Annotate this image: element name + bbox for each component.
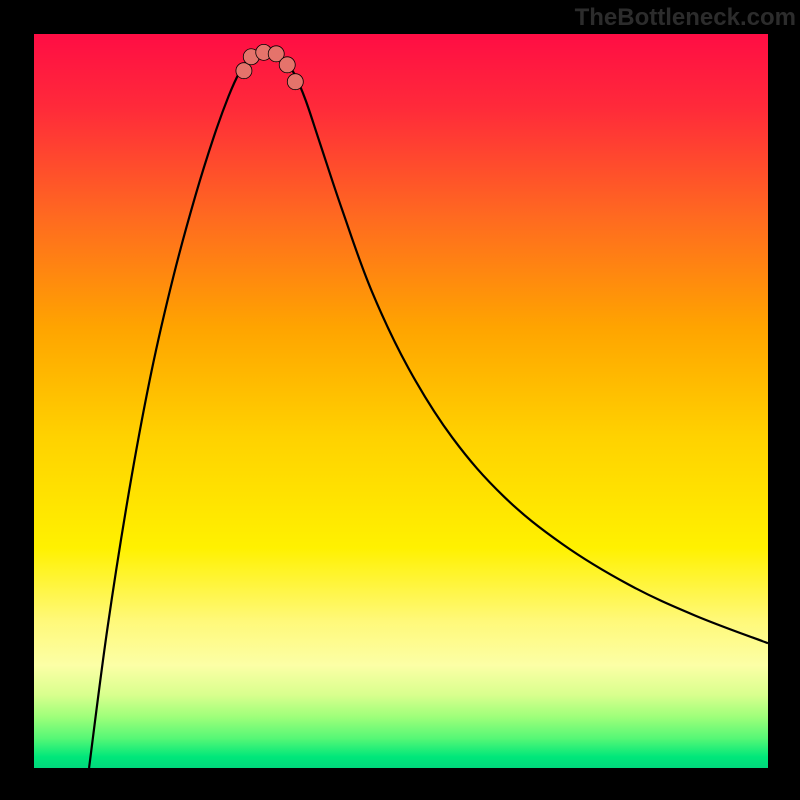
- watermark-text: TheBottleneck.com: [575, 4, 796, 32]
- curve-layer: [34, 34, 768, 768]
- curve-marker: [236, 63, 252, 79]
- curve-marker: [287, 74, 303, 90]
- plot-area: [34, 34, 768, 768]
- bottleneck-curve: [89, 51, 768, 768]
- curve-marker: [279, 57, 295, 73]
